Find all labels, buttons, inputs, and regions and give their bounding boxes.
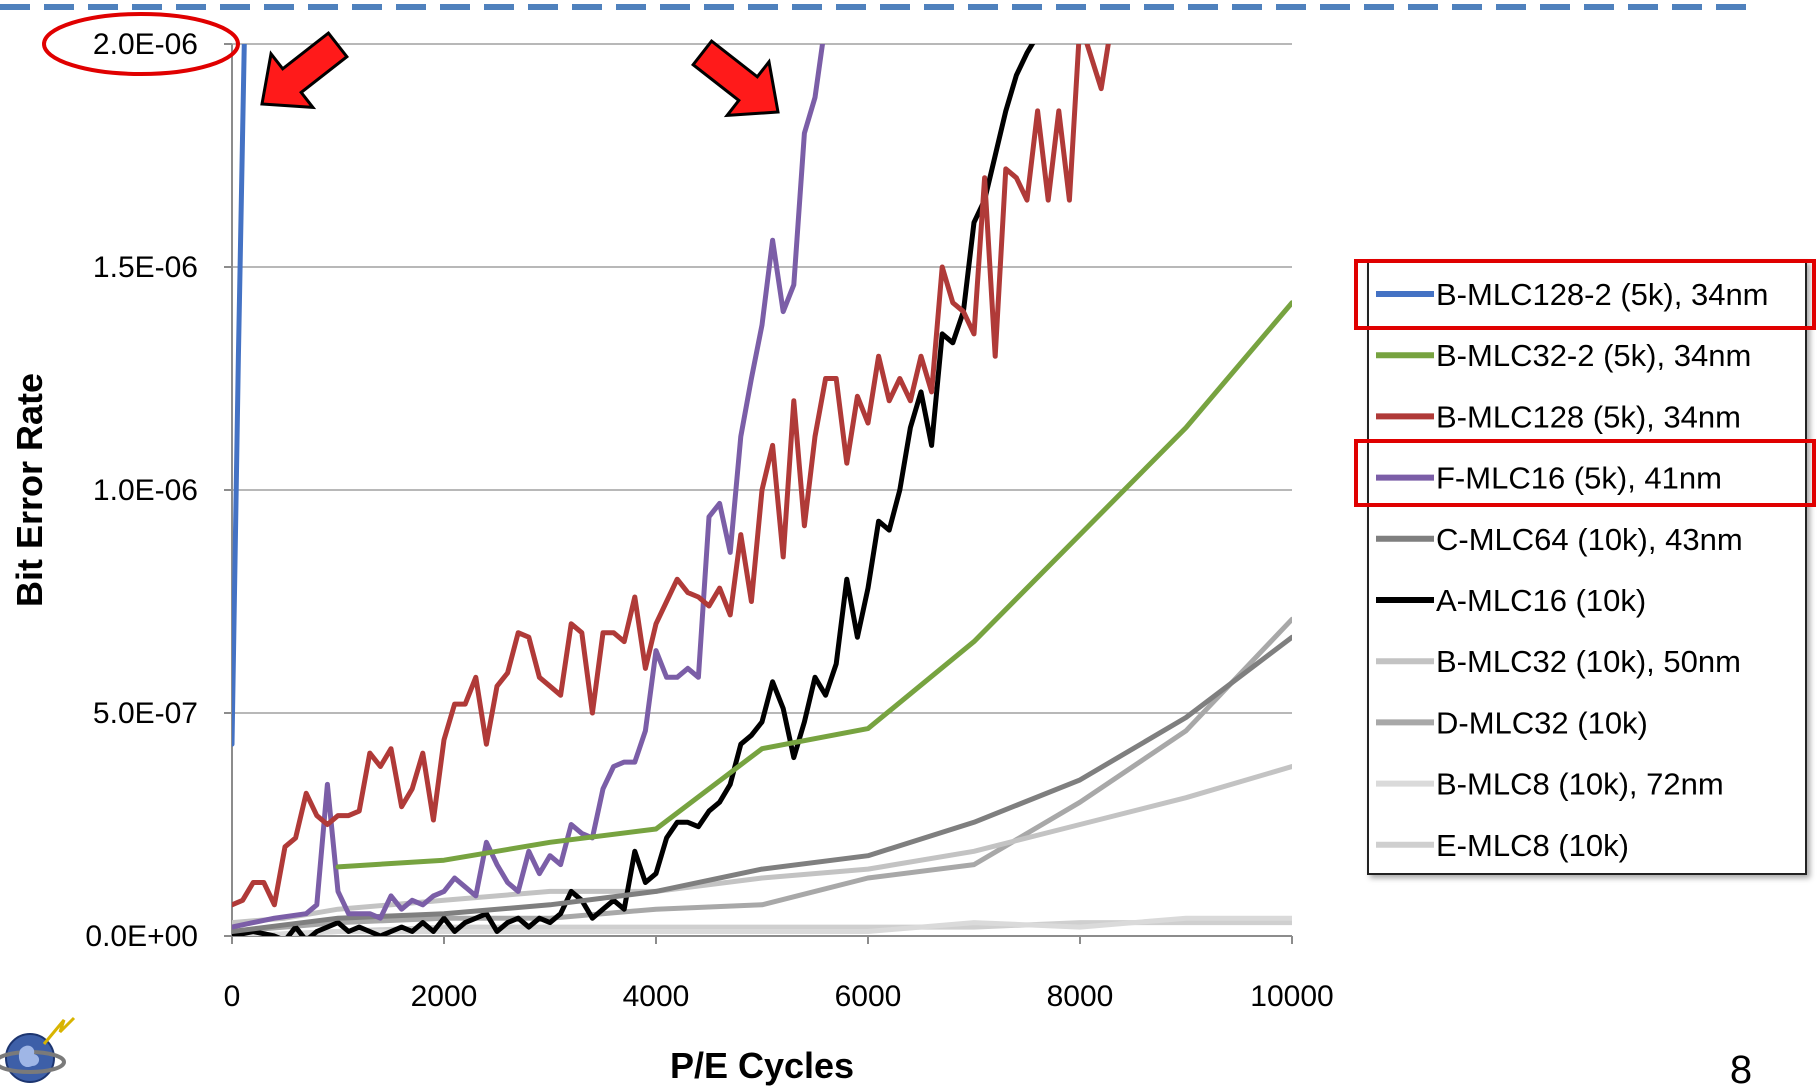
x-tick-label-2: 4000 (623, 980, 690, 1013)
series-line-b-mlc32-2-5k-34nm (335, 300, 1292, 870)
x-tick-label-4: 8000 (1047, 980, 1114, 1013)
legend-label-c-mlc64-10k-43nm: C-MLC64 (10k), 43nm (1436, 522, 1743, 557)
x-tick-label-1: 2000 (411, 980, 478, 1013)
y-axis-tick-labels: 0.0E+00 5.0E-07 1.0E-06 1.5E-06 2.0E-06 (85, 28, 198, 953)
series-line-a-mlc16-10k (232, 44, 1036, 936)
legend-items: B-MLC128-2 (5k), 34nm B-MLC32-2 (5k), 34n… (1376, 277, 1769, 863)
chart: 0.0E+00 5.0E-07 1.0E-06 1.5E-06 2.0E-06 0 200… (9, 12, 1816, 1086)
x-axis-tick-labels: 0 2000 4000 6000 8000 10000 (224, 980, 1334, 1013)
legend-label-b-mlc128-5k-34nm: B-MLC128 (5k), 34nm (1436, 399, 1741, 434)
legend-box (1367, 260, 1807, 875)
legend-label-e-mlc8-10k: E-MLC8 (10k) (1436, 828, 1629, 863)
series-line-c-mlc64-10k-43nm (232, 634, 1292, 934)
series-lines (232, 44, 1292, 936)
legend-label-b-mlc32-2-5k-34nm: B-MLC32-2 (5k), 34nm (1436, 338, 1751, 373)
legend-label-b-mlc32-10k-50nm: B-MLC32 (10k), 50nm (1436, 644, 1741, 679)
legend-label-f-mlc16-5k-41nm: F-MLC16 (5k), 41nm (1436, 461, 1722, 496)
legend-label-a-mlc16-10k: A-MLC16 (10k) (1436, 583, 1646, 618)
y-axis-title: Bit Error Rate (9, 373, 50, 607)
y-tick-label-2: 1.0E-06 (93, 474, 198, 507)
page-number: 8 (1730, 1048, 1752, 1091)
highlight-ellipse (42, 12, 240, 76)
legend-highlight-f-mlc16 (1354, 439, 1816, 507)
legend-highlight-b-mlc128-2 (1354, 259, 1816, 330)
y-tick-label-0: 0.0E+00 (85, 920, 198, 953)
gridlines (232, 43, 1292, 714)
axes (224, 43, 1293, 944)
x-axis-title: P/E Cycles (670, 1045, 854, 1086)
legend-label-b-mlc128-2-5k-34nm: B-MLC128-2 (5k), 34nm (1436, 277, 1769, 312)
red-arrow-right (691, 38, 780, 118)
red-arrow-left (260, 30, 349, 110)
x-tick-label-3: 6000 (835, 980, 902, 1013)
series-line-b-mlc32-10k-50nm (232, 764, 1292, 926)
y-tick-label-1: 5.0E-07 (93, 697, 198, 730)
legend-label-d-mlc32-10k: D-MLC32 (10k) (1436, 705, 1648, 740)
logo (0, 1016, 76, 1083)
legend-label-b-mlc8-10k-72nm: B-MLC8 (10k), 72nm (1436, 767, 1724, 802)
series-line-b-mlc128-2-5k-34nm (232, 44, 247, 747)
x-tick-label-5: 10000 (1250, 980, 1333, 1013)
series-line-f-mlc16-5k-41nm (232, 44, 826, 930)
y-tick-label-4: 2.0E-06 (93, 28, 198, 61)
series-line-b-mlc128-5k-34nm (232, 44, 1111, 908)
series-line-d-mlc32-10k (232, 616, 1292, 934)
x-tick-label-0: 0 (224, 980, 241, 1013)
legend: B-MLC128-2 (5k), 34nm B-MLC32-2 (5k), 34n… (1354, 259, 1816, 875)
y-tick-label-3: 1.5E-06 (93, 251, 198, 284)
